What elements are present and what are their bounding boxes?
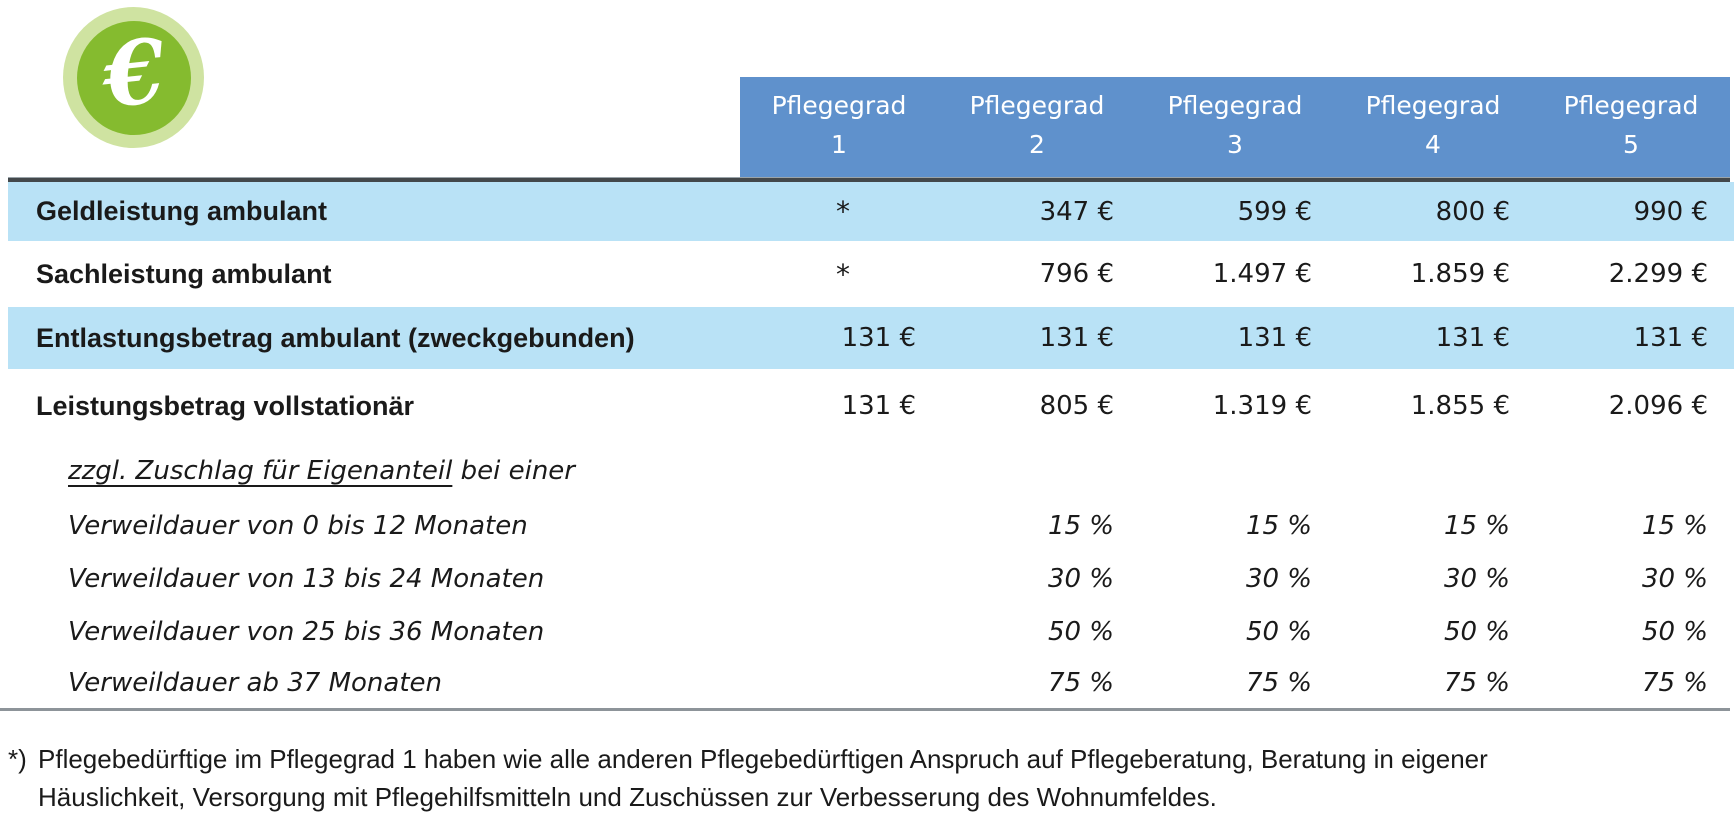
- value-cell: 599 €: [1237, 196, 1312, 227]
- footnote-text: Pflegebedürftige im Pflegegrad 1 haben w…: [38, 740, 1488, 816]
- table-row: Verweildauer von 13 bis 24 Monaten 30 % 30…: [8, 552, 1734, 605]
- value-cell: 131 €: [1237, 323, 1312, 353]
- value-cell: 800 €: [1435, 196, 1510, 227]
- value-cell: 50 %: [1443, 616, 1510, 647]
- header-col-label: Pflegegrad: [969, 91, 1105, 120]
- value-cell: 30 %: [1641, 563, 1708, 594]
- header-cell-pflegegrad-2: Pflegegrad 2: [938, 77, 1136, 177]
- value-cell: 30 %: [1245, 563, 1312, 594]
- row-label: Verweildauer ab 37 Monaten: [68, 668, 442, 698]
- value-cell: 131 €: [841, 391, 916, 421]
- value-cell: 50 %: [1641, 616, 1708, 647]
- row-label: Verweildauer von 25 bis 36 Monaten: [68, 616, 545, 647]
- header-cell-pflegegrad-3: Pflegegrad 3: [1136, 77, 1334, 177]
- value-cell: 990 €: [1633, 196, 1708, 227]
- header-cell-pflegegrad-5: Pflegegrad 5: [1532, 77, 1730, 177]
- row-label: Verweildauer von 13 bis 24 Monaten: [68, 563, 545, 594]
- row-label-rest: bei einer: [452, 456, 575, 486]
- header-col-number: 2: [1029, 130, 1045, 159]
- table-row: Verweildauer von 25 bis 36 Monaten 50 % 50…: [8, 605, 1734, 658]
- header-cell-pflegegrad-1: Pflegegrad 1: [740, 77, 938, 177]
- value-cell: 2.096 €: [1608, 391, 1708, 421]
- euro-icon: €: [63, 7, 204, 148]
- value-cell: 75 %: [1443, 668, 1510, 698]
- table-row: Verweildauer von 0 bis 12 Monaten 15 % 15 …: [8, 499, 1734, 552]
- header-col-number: 4: [1425, 130, 1441, 159]
- value-cell: 131 €: [1633, 323, 1708, 353]
- header-col-label: Pflegegrad: [1167, 91, 1303, 120]
- value-cell: 131 €: [1039, 323, 1114, 353]
- value-cell: *: [836, 257, 850, 291]
- value-cell: 75 %: [1641, 668, 1708, 698]
- header-row: Pflegegrad 1 Pflegegrad 2 Pflegegrad 3 Pflegeg…: [740, 77, 1730, 177]
- footnote: *) Pflegebedürftige im Pflegegrad 1 habe…: [8, 740, 1488, 816]
- header-col-label: Pflegegrad: [1365, 91, 1501, 120]
- value-cell: 15 %: [1245, 510, 1312, 541]
- value-cell: 1.855 €: [1410, 391, 1510, 421]
- value-cell: 30 %: [1047, 563, 1114, 594]
- value-cell: 1.859 €: [1410, 259, 1510, 289]
- table-row: Entlastungsbetrag ambulant (zweckgebunde…: [8, 307, 1734, 369]
- row-label: zzgl. Zuschlag für Eigenanteil bei einer: [8, 456, 744, 486]
- row-label-underlined: zzgl. Zuschlag für Eigenanteil: [68, 456, 453, 486]
- value-cell: 30 %: [1443, 563, 1510, 594]
- table-row: zzgl. Zuschlag für Eigenanteil bei einer: [8, 443, 1734, 499]
- value-cell: 131 €: [1435, 323, 1510, 353]
- euro-icon-inner-circle: €: [76, 17, 191, 135]
- footnote-marker: *): [8, 744, 27, 774]
- row-label: Leistungsbetrag vollstationär: [36, 390, 415, 421]
- value-cell: 15 %: [1047, 510, 1114, 541]
- value-cell: 50 %: [1245, 616, 1312, 647]
- euro-symbol: €: [98, 17, 170, 128]
- value-cell: 75 %: [1245, 668, 1312, 698]
- footnote-line-2: Häuslichkeit, Versorgung mit Pflegehilfs…: [38, 782, 1217, 812]
- table-row: Sachleistung ambulant * 796 € 1.497 € 1.859 …: [8, 241, 1734, 307]
- value-cell: 347 €: [1039, 196, 1114, 227]
- value-cell: 796 €: [1039, 259, 1114, 289]
- header-cell-pflegegrad-4: Pflegegrad 4: [1334, 77, 1532, 177]
- table-row: Verweildauer ab 37 Monaten 75 % 75 % 75 % 75…: [8, 658, 1734, 708]
- value-cell: 2.299 €: [1608, 259, 1708, 289]
- row-label: Verweildauer von 0 bis 12 Monaten: [68, 510, 528, 541]
- header-col-label: Pflegegrad: [771, 91, 907, 120]
- header-col-label: Pflegegrad: [1563, 91, 1699, 120]
- header-col-number: 1: [831, 130, 847, 159]
- header-col-number: 3: [1227, 130, 1243, 159]
- footnote-line-1: Pflegebedürftige im Pflegegrad 1 haben w…: [38, 744, 1488, 774]
- value-cell: 15 %: [1641, 510, 1708, 541]
- value-cell: 131 €: [841, 323, 916, 353]
- value-cell: 1.497 €: [1212, 259, 1312, 289]
- header-col-number: 5: [1623, 130, 1639, 159]
- value-cell: *: [836, 195, 850, 228]
- value-cell: 75 %: [1047, 668, 1114, 698]
- row-label: Geldleistung ambulant: [36, 196, 328, 226]
- value-cell: 50 %: [1047, 616, 1114, 647]
- value-cell: 805 €: [1039, 391, 1114, 421]
- table-row: Geldleistung ambulant * 347 € 599 € 800 € 990…: [8, 182, 1734, 241]
- table-row: Leistungsbetrag vollstationär 131 € 805 € 1…: [8, 369, 1734, 443]
- value-cell: 15 %: [1443, 510, 1510, 541]
- row-label: Entlastungsbetrag ambulant (zweckgebunde…: [36, 322, 635, 353]
- table-bottom-rule: [0, 708, 1730, 711]
- table-body: Geldleistung ambulant * 347 € 599 € 800 € 990…: [8, 182, 1734, 708]
- value-cell: 1.319 €: [1212, 391, 1312, 421]
- row-label: Sachleistung ambulant: [36, 258, 332, 289]
- table-top-rule: [8, 177, 1730, 182]
